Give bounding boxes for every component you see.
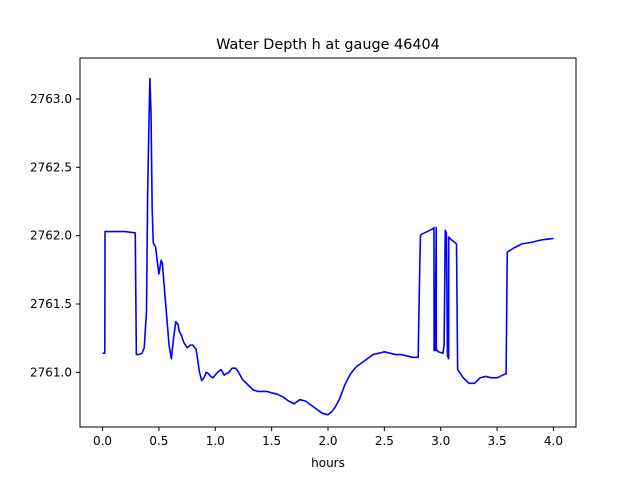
y-tick-label: 2762.5 <box>30 160 72 174</box>
x-axis-label: hours <box>311 456 345 470</box>
x-axis-ticks: 0.0 0.5 1.0 1.5 2.0 2.5 3.0 3.5 4.0 <box>93 427 563 448</box>
series-layer <box>102 77 554 416</box>
x-tick-label: 1.5 <box>262 434 281 448</box>
y-tick-label: 2761.0 <box>30 365 72 379</box>
x-tick-label: 3.5 <box>488 434 507 448</box>
chart-title: Water Depth h at gauge 46404 <box>216 37 440 53</box>
y-tick-label: 2763.0 <box>30 92 72 106</box>
series-line <box>102 77 554 416</box>
x-tick-label: 2.5 <box>375 434 394 448</box>
x-tick-label: 0.0 <box>93 434 112 448</box>
x-tick-label: 1.0 <box>206 434 225 448</box>
x-tick-label: 0.5 <box>149 434 168 448</box>
x-tick-label: 4.0 <box>544 434 563 448</box>
x-tick-label: 2.0 <box>318 434 337 448</box>
y-tick-label: 2761.5 <box>30 297 72 311</box>
y-tick-label: 2762.0 <box>30 229 72 243</box>
x-tick-label: 3.0 <box>431 434 450 448</box>
y-axis-ticks: 2761.0 2761.5 2762.0 2762.5 2763.0 <box>30 92 80 379</box>
